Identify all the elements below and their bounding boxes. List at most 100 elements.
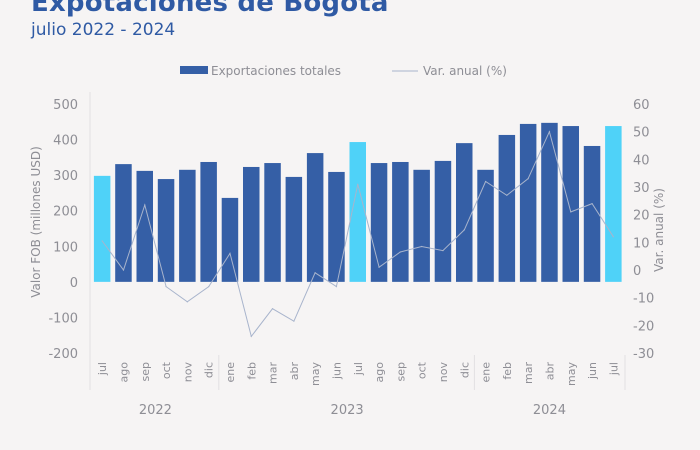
x-tick-label: feb — [501, 362, 514, 380]
year-label: 2023 — [331, 403, 364, 418]
var-anual-point — [208, 286, 210, 288]
legend-bar-label: Exportaciones totales — [211, 64, 341, 78]
var-anual-point — [548, 131, 551, 133]
year-label: 2022 — [139, 403, 172, 418]
bar-mar — [264, 163, 281, 282]
x-tick-label: sep — [394, 362, 407, 381]
x-tick-label: abr — [288, 362, 301, 381]
x-tick-label: mar — [267, 362, 280, 384]
y-tick-label: 400 — [53, 134, 78, 149]
bar-feb — [243, 166, 260, 282]
x-tick-label: ene — [224, 362, 237, 383]
var-anual-point — [442, 250, 444, 252]
var-anual-point — [335, 286, 338, 288]
bar-ene — [477, 169, 494, 282]
y-right-tick-label: -20 — [633, 319, 654, 334]
x-tick-label: ago — [373, 362, 386, 383]
var-anual-point — [399, 251, 401, 253]
var-anual-point — [144, 204, 146, 206]
x-tick-label: oct — [160, 361, 173, 379]
bar-ago — [370, 163, 388, 282]
x-tick-label: jun — [586, 362, 599, 380]
var-anual-point — [186, 301, 188, 303]
legend-bar-swatch — [180, 66, 208, 74]
legend-line-label: Var. anual (%) — [423, 64, 507, 78]
y-right-tick-label: 40 — [633, 153, 650, 168]
x-tick-label: jun — [330, 362, 343, 380]
bar-dic — [200, 161, 217, 282]
y-right-tick-label: 0 — [633, 264, 641, 279]
y-tick-label: 100 — [53, 240, 78, 255]
y-right-tick-label: -30 — [633, 347, 654, 362]
y-tick-label: 200 — [53, 205, 78, 220]
x-tick-label: jul — [607, 362, 620, 376]
x-tick-label: oct — [416, 361, 429, 379]
x-tick-label: nov — [437, 362, 450, 383]
bar-abr — [541, 122, 558, 282]
year-label: 2024 — [533, 403, 566, 418]
y-tick-label: 300 — [53, 169, 78, 184]
y-right-tick-label: 10 — [633, 236, 650, 251]
var-anual-point — [484, 180, 487, 183]
y-right-tick-label: 30 — [633, 181, 650, 196]
var-anual-point — [612, 236, 614, 238]
bar-jun — [328, 171, 345, 282]
y-right-tick-label: 50 — [633, 126, 650, 141]
var-anual-point — [314, 272, 316, 274]
bar-jul — [93, 175, 111, 282]
x-tick-label: jul — [352, 362, 365, 376]
bar-oct — [413, 169, 430, 282]
var-anual-point — [591, 203, 593, 205]
bar-dic — [456, 143, 473, 282]
y-tick-label: -100 — [48, 311, 78, 326]
chart-subtitle: julio 2022 - 2024 — [31, 20, 176, 40]
x-tick-label: nov — [181, 362, 194, 383]
x-tick-label: feb — [245, 362, 258, 380]
bar-nov — [434, 160, 452, 282]
bar-oct — [157, 179, 175, 282]
y-right-tick-label: 60 — [633, 98, 650, 113]
x-tick-label: may — [309, 362, 322, 386]
x-tick-label: ago — [117, 362, 130, 383]
y-tick-label: 500 — [53, 98, 78, 113]
x-tick-label: may — [565, 362, 578, 386]
y-axis-label: Valor FOB (millones USD) — [29, 146, 43, 298]
var-anual-point — [293, 320, 295, 322]
bar-jun — [583, 145, 601, 282]
var-anual-point — [570, 211, 572, 213]
var-anual-point — [250, 335, 252, 337]
bar-jul — [349, 142, 366, 282]
var-anual-point — [506, 194, 508, 196]
bar-ago — [115, 164, 132, 282]
var-anual-point — [101, 240, 103, 242]
bar-sep — [392, 161, 409, 282]
var-anual-point — [527, 178, 529, 180]
bar-ene — [221, 197, 239, 282]
legend: Exportaciones totales Var. anual (%) — [180, 64, 507, 78]
y-axis-right-label: Var. anual (%) — [652, 188, 666, 272]
bar-may — [562, 126, 579, 282]
x-tick-label: dic — [458, 362, 471, 378]
var-anual-point — [271, 308, 274, 310]
x-tick-label: sep — [139, 362, 152, 381]
bar-mar — [519, 123, 537, 282]
var-anual-point — [165, 286, 167, 288]
y-right-tick-label: -10 — [633, 292, 654, 307]
y-tick-label: 0 — [70, 276, 78, 291]
var-anual-point — [421, 245, 423, 248]
bar-may — [306, 153, 324, 282]
x-tick-label: jul — [96, 362, 109, 376]
x-tick-label: abr — [543, 362, 556, 381]
var-anual-point — [463, 229, 465, 231]
bar-nov — [179, 169, 196, 282]
x-tick-label: mar — [522, 362, 535, 384]
bar-abr — [285, 176, 303, 282]
chart-title: Expotaciones de Bogota — [31, 0, 389, 18]
var-anual-point — [357, 183, 359, 185]
x-tick-label: ene — [480, 362, 493, 383]
var-anual-point — [229, 252, 231, 254]
y-right-tick-label: 20 — [633, 209, 650, 224]
bar-sep — [136, 170, 153, 282]
bar-jul — [605, 126, 622, 282]
